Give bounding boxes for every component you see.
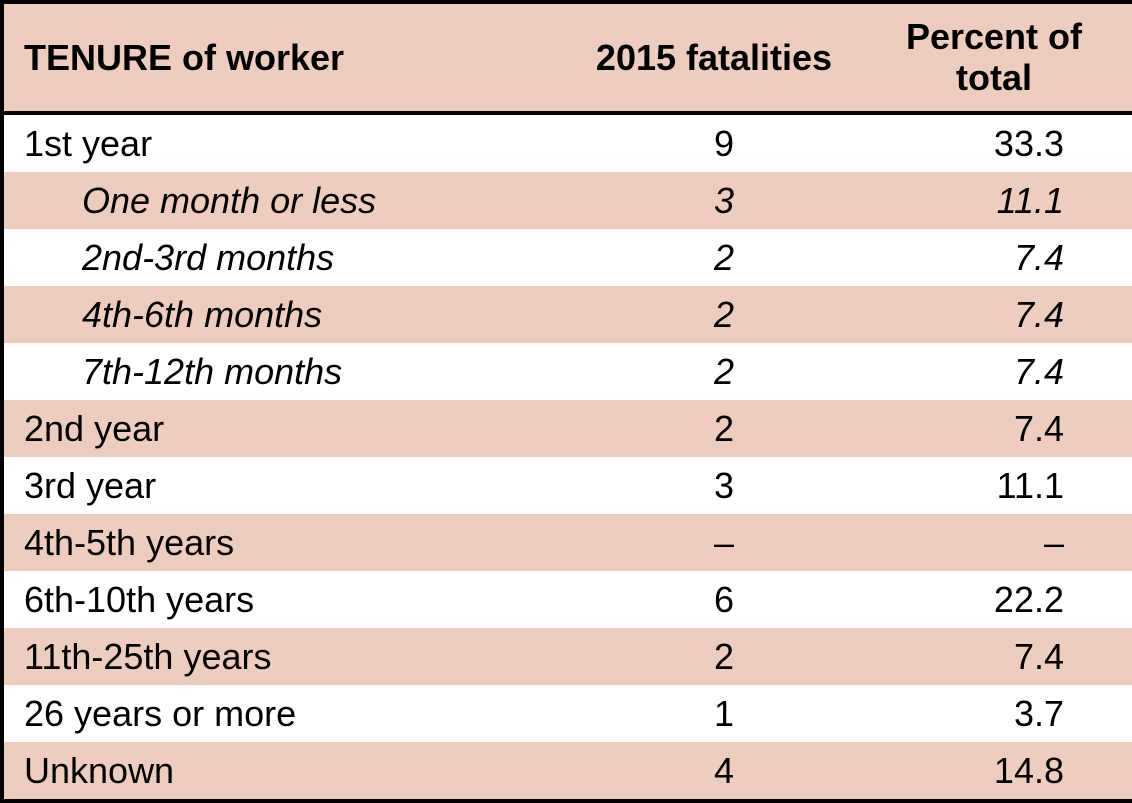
cell-label-text: One month or less xyxy=(24,180,376,221)
table-row: 4th-5th years – – xyxy=(4,514,1132,571)
cell-fatalities: 2 xyxy=(574,343,854,400)
table-row: 2nd year 2 7.4 xyxy=(4,400,1132,457)
cell-label: 1st year xyxy=(4,113,574,172)
cell-percent: 7.4 xyxy=(854,400,1132,457)
cell-percent: 14.8 xyxy=(854,742,1132,799)
cell-fatalities: – xyxy=(574,514,854,571)
cell-label: 2nd-3rd months xyxy=(4,229,574,286)
col-header-fatalities: 2015 fatalities xyxy=(574,4,854,113)
table-row: 1st year 9 33.3 xyxy=(4,113,1132,172)
data-table: TENURE of worker 2015 fatalities Percent… xyxy=(4,4,1132,799)
cell-fatalities: 2 xyxy=(574,628,854,685)
table-row: 7th-12th months 2 7.4 xyxy=(4,343,1132,400)
cell-label: 3rd year xyxy=(4,457,574,514)
cell-label: 11th-25th years xyxy=(4,628,574,685)
cell-fatalities: 2 xyxy=(574,286,854,343)
cell-percent: 7.4 xyxy=(854,343,1132,400)
cell-fatalities: 2 xyxy=(574,400,854,457)
cell-label: One month or less xyxy=(4,172,574,229)
col-header-percent: Percent of total xyxy=(854,4,1132,113)
table-row: 26 years or more 1 3.7 xyxy=(4,685,1132,742)
cell-fatalities: 6 xyxy=(574,571,854,628)
cell-fatalities: 2 xyxy=(574,229,854,286)
cell-percent: 33.3 xyxy=(854,113,1132,172)
cell-label: 26 years or more xyxy=(4,685,574,742)
cell-label: Unknown xyxy=(4,742,574,799)
table-row: 3rd year 3 11.1 xyxy=(4,457,1132,514)
cell-percent: 7.4 xyxy=(854,229,1132,286)
cell-percent: 11.1 xyxy=(854,172,1132,229)
cell-label-text: 4th-6th months xyxy=(24,294,322,335)
table-body: 1st year 9 33.3 One month or less 3 11.1… xyxy=(4,113,1132,799)
cell-percent: 7.4 xyxy=(854,286,1132,343)
cell-label: 6th-10th years xyxy=(4,571,574,628)
table-header-row: TENURE of worker 2015 fatalities Percent… xyxy=(4,4,1132,113)
cell-percent: 11.1 xyxy=(854,457,1132,514)
cell-percent: 22.2 xyxy=(854,571,1132,628)
cell-label-text: 2nd-3rd months xyxy=(24,237,334,278)
cell-fatalities: 1 xyxy=(574,685,854,742)
table-row: 2nd-3rd months 2 7.4 xyxy=(4,229,1132,286)
table-row: Unknown 4 14.8 xyxy=(4,742,1132,799)
cell-label: 2nd year xyxy=(4,400,574,457)
col-header-tenure: TENURE of worker xyxy=(4,4,574,113)
cell-percent: 7.4 xyxy=(854,628,1132,685)
table-row: 6th-10th years 6 22.2 xyxy=(4,571,1132,628)
cell-label-text: 7th-12th months xyxy=(24,351,342,392)
cell-fatalities: 9 xyxy=(574,113,854,172)
table-row: One month or less 3 11.1 xyxy=(4,172,1132,229)
cell-fatalities: 4 xyxy=(574,742,854,799)
table-row: 4th-6th months 2 7.4 xyxy=(4,286,1132,343)
cell-percent: 3.7 xyxy=(854,685,1132,742)
cell-fatalities: 3 xyxy=(574,172,854,229)
cell-percent: – xyxy=(854,514,1132,571)
table-row: 11th-25th years 2 7.4 xyxy=(4,628,1132,685)
cell-label: 4th-6th months xyxy=(4,286,574,343)
cell-label: 4th-5th years xyxy=(4,514,574,571)
tenure-fatalities-table: TENURE of worker 2015 fatalities Percent… xyxy=(0,0,1132,803)
cell-fatalities: 3 xyxy=(574,457,854,514)
cell-label: 7th-12th months xyxy=(4,343,574,400)
